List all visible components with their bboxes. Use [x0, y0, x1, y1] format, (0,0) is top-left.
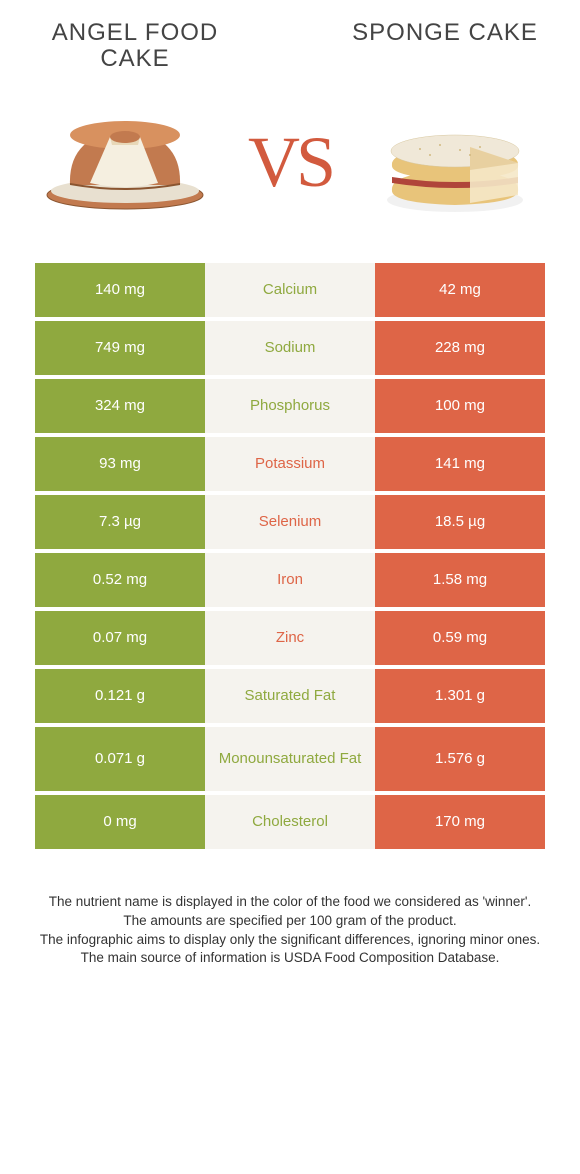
- table-row: 0.52 mgIron1.58 mg: [35, 553, 545, 607]
- vs-label: VS: [248, 121, 332, 204]
- left-value: 140 mg: [35, 263, 205, 317]
- right-food-title: SPONGE CAKE: [350, 20, 540, 73]
- table-row: 0.071 gMonounsaturated Fat1.576 g: [35, 727, 545, 791]
- right-value: 141 mg: [375, 437, 545, 491]
- footer-line: The main source of information is USDA F…: [35, 949, 545, 968]
- table-row: 7.3 µgSelenium18.5 µg: [35, 495, 545, 549]
- comparison-table: 140 mgCalcium42 mg749 mgSodium228 mg324 …: [0, 263, 580, 849]
- nutrient-name: Saturated Fat: [205, 669, 375, 723]
- images-row: VS: [0, 83, 580, 263]
- nutrient-name: Zinc: [205, 611, 375, 665]
- header: ANGEL FOOD CAKE SPONGE CAKE: [0, 0, 580, 83]
- left-value: 93 mg: [35, 437, 205, 491]
- left-value: 749 mg: [35, 321, 205, 375]
- left-value: 0.07 mg: [35, 611, 205, 665]
- left-food-title: ANGEL FOOD CAKE: [40, 20, 230, 73]
- right-value: 228 mg: [375, 321, 545, 375]
- right-value: 18.5 µg: [375, 495, 545, 549]
- table-row: 0.121 gSaturated Fat1.301 g: [35, 669, 545, 723]
- nutrient-name: Calcium: [205, 263, 375, 317]
- nutrient-name: Selenium: [205, 495, 375, 549]
- sponge-cake-icon: [370, 95, 540, 230]
- right-value: 0.59 mg: [375, 611, 545, 665]
- nutrient-name: Iron: [205, 553, 375, 607]
- right-value: 1.576 g: [375, 727, 545, 791]
- left-value: 0.52 mg: [35, 553, 205, 607]
- left-value: 0 mg: [35, 795, 205, 849]
- right-value: 42 mg: [375, 263, 545, 317]
- nutrient-name: Monounsaturated Fat: [205, 727, 375, 791]
- left-value: 0.121 g: [35, 669, 205, 723]
- nutrient-name: Potassium: [205, 437, 375, 491]
- angel-food-cake-icon: [40, 95, 210, 230]
- footer-line: The nutrient name is displayed in the co…: [35, 893, 545, 912]
- left-value: 7.3 µg: [35, 495, 205, 549]
- right-value: 170 mg: [375, 795, 545, 849]
- table-row: 93 mgPotassium141 mg: [35, 437, 545, 491]
- table-row: 0 mgCholesterol170 mg: [35, 795, 545, 849]
- table-row: 749 mgSodium228 mg: [35, 321, 545, 375]
- nutrient-name: Phosphorus: [205, 379, 375, 433]
- right-value: 100 mg: [375, 379, 545, 433]
- left-value: 0.071 g: [35, 727, 205, 791]
- footer-line: The infographic aims to display only the…: [35, 931, 545, 950]
- table-row: 324 mgPhosphorus100 mg: [35, 379, 545, 433]
- table-row: 0.07 mgZinc0.59 mg: [35, 611, 545, 665]
- nutrient-name: Cholesterol: [205, 795, 375, 849]
- right-value: 1.301 g: [375, 669, 545, 723]
- nutrient-name: Sodium: [205, 321, 375, 375]
- footer-line: The amounts are specified per 100 gram o…: [35, 912, 545, 931]
- footer-notes: The nutrient name is displayed in the co…: [0, 853, 580, 969]
- left-value: 324 mg: [35, 379, 205, 433]
- right-value: 1.58 mg: [375, 553, 545, 607]
- table-row: 140 mgCalcium42 mg: [35, 263, 545, 317]
